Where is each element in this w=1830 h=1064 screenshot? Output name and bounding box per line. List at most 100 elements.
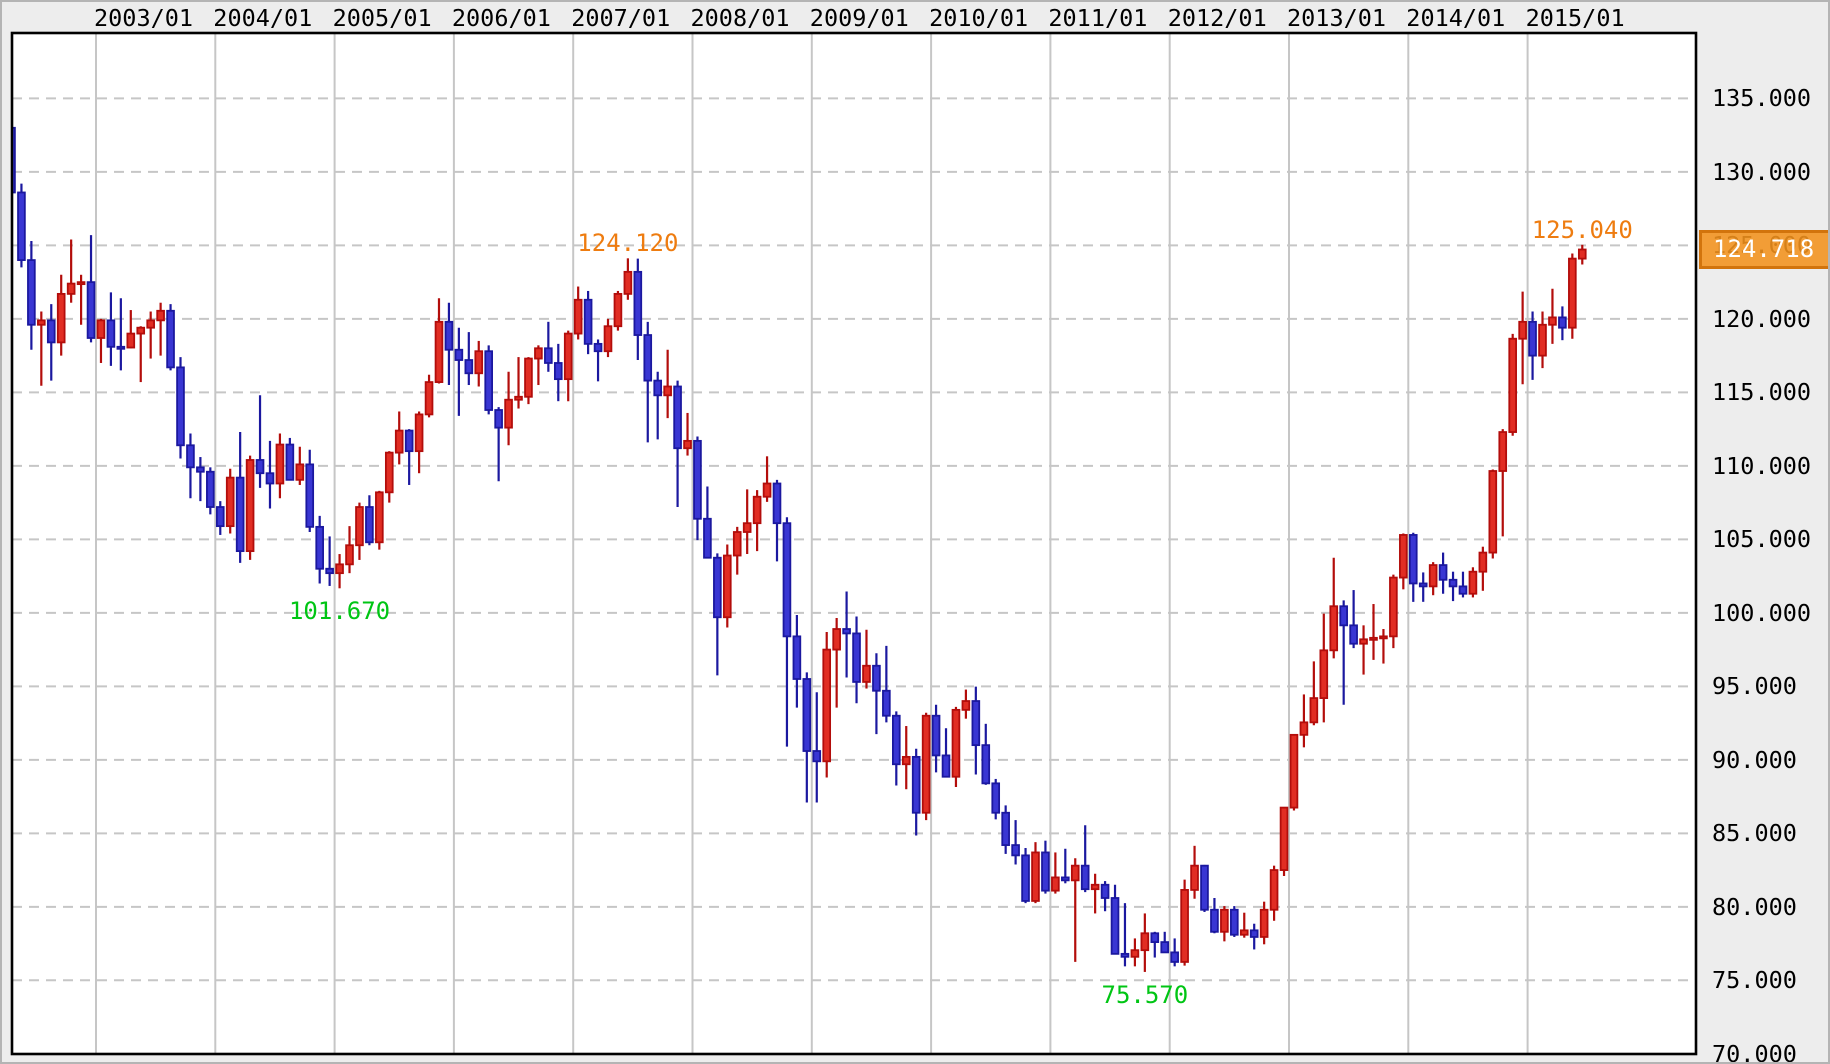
candle-body-down <box>1230 908 1239 936</box>
candle-body-up <box>384 451 394 494</box>
y-axis-tick-label: 115.000 <box>1712 378 1812 407</box>
candle-body-up <box>862 664 871 683</box>
candle-body-up <box>822 648 832 763</box>
x-axis-tick-label: 2007/01 <box>571 4 671 32</box>
candle-body-down <box>116 345 126 350</box>
candle-body-down <box>1458 585 1468 595</box>
candle-body-up <box>1329 605 1339 652</box>
candle-body-down <box>553 362 563 381</box>
candle-body-up <box>1259 908 1269 938</box>
high-annotation-2007: 124.120 <box>577 229 679 258</box>
candle-body-down <box>782 522 792 638</box>
candle-body-down <box>454 348 464 361</box>
candle-body-up <box>1548 316 1557 326</box>
candle-body-down <box>1408 534 1418 585</box>
candle-body-down <box>892 714 901 766</box>
y-axis-tick-label: 105.000 <box>1712 525 1812 554</box>
y-axis-tick-label: 80.000 <box>1712 892 1797 921</box>
candle-body-down <box>1120 952 1130 958</box>
candle-body-up <box>1538 323 1547 357</box>
y-axis-tick-label: 120.000 <box>1712 304 1812 333</box>
candle-body-up <box>225 476 235 528</box>
candle-body-down <box>325 567 334 575</box>
candle-body-up <box>1518 320 1527 340</box>
candle-body-up <box>663 385 672 397</box>
candle-body-up <box>146 319 155 329</box>
candle-body-down <box>1001 811 1010 846</box>
candle-body-down <box>315 525 324 570</box>
candle-body-down <box>713 556 722 619</box>
candle-body-down <box>842 628 851 635</box>
candle-body-up <box>434 320 444 383</box>
candle-body-up <box>1359 638 1368 645</box>
candle-body-down <box>186 444 195 469</box>
candle-body-down <box>981 744 991 785</box>
candle-body-up <box>1498 431 1508 472</box>
candle-body-down <box>673 385 682 450</box>
candle-body-down <box>633 270 643 336</box>
candle-body-down <box>583 298 593 345</box>
x-axis-tick-label: 2012/01 <box>1167 4 1267 32</box>
candle-body-down <box>882 689 891 717</box>
candle-body-up <box>722 554 732 619</box>
candle-body-down <box>1011 844 1020 857</box>
candle-body-down <box>1210 908 1219 933</box>
candle-body-up <box>424 381 434 416</box>
x-axis-tick-label: 2009/01 <box>809 4 909 32</box>
candle-body-up <box>534 347 543 360</box>
candle-body-down <box>1061 876 1070 882</box>
candle-body-down <box>285 443 295 481</box>
candle-body-down <box>1150 932 1160 943</box>
candle-body-up <box>1319 649 1329 699</box>
candle-body-down <box>404 429 414 453</box>
candle-body-down <box>802 678 812 752</box>
candle-body-up <box>961 700 971 711</box>
candle-body-up <box>414 413 424 453</box>
candle-body-up <box>742 522 752 533</box>
candle-body-up <box>613 292 623 328</box>
candle-body-up <box>37 319 46 326</box>
candle-body-up <box>1428 564 1438 588</box>
candle-body-up <box>126 332 136 349</box>
candle-body-down <box>484 350 493 411</box>
candle-body-down <box>792 635 802 680</box>
candle-body-up <box>1309 697 1319 724</box>
candle-body-down <box>494 409 503 429</box>
candles-layer <box>12 118 1587 972</box>
candle-body-down <box>941 754 951 778</box>
candle-body-down <box>27 259 36 326</box>
candle-body-up <box>623 270 633 295</box>
candle-body-down <box>176 366 185 447</box>
candle-body-down <box>653 379 663 397</box>
candle-body-down <box>1100 883 1110 899</box>
candle-body-down <box>911 755 921 814</box>
candle-body-up <box>275 443 285 485</box>
candle-body-down <box>235 476 245 553</box>
candle-body-down <box>931 714 941 757</box>
candle-body-up <box>245 459 255 553</box>
candle-body-down <box>1448 578 1458 588</box>
candle-body-down <box>812 750 822 763</box>
y-axis-tick-label: 95.000 <box>1712 672 1797 701</box>
candle-body-up <box>603 325 613 353</box>
candle-body-down <box>1528 320 1537 357</box>
candle-body-up <box>504 398 513 429</box>
x-axis-tick-label: 2008/01 <box>690 4 790 32</box>
candle-body-up <box>683 439 692 450</box>
candle-body-up <box>1568 257 1577 329</box>
candle-body-up <box>136 326 146 335</box>
candle-body-up <box>1190 864 1199 891</box>
candle-body-up <box>375 491 384 544</box>
candle-body-up <box>1279 806 1289 871</box>
candle-body-up <box>1389 576 1398 638</box>
candle-body-up <box>1299 721 1309 736</box>
candle-body-up <box>1468 570 1478 595</box>
candle-body-up <box>76 281 86 286</box>
candle-body-up <box>156 309 165 322</box>
candle-body-up <box>514 395 523 401</box>
candle-body-up <box>732 531 742 557</box>
candle-body-down <box>1080 864 1090 891</box>
x-axis-tick-label: 2011/01 <box>1048 4 1148 32</box>
